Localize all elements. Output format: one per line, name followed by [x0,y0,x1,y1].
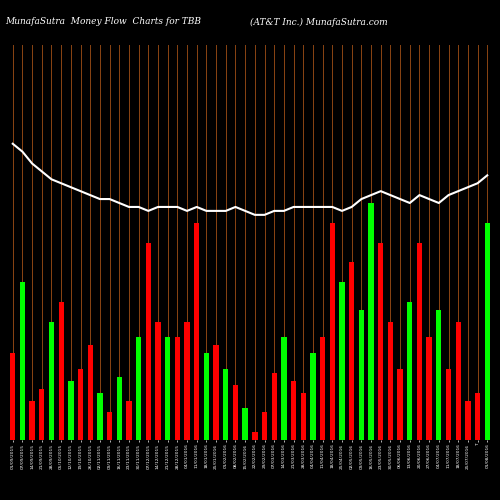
Bar [475,392,480,440]
Bar [184,322,190,440]
Bar [291,381,296,440]
Bar [165,338,170,440]
Bar [78,369,83,440]
Bar [156,322,160,440]
Bar [214,345,219,440]
Bar [426,338,432,440]
Bar [242,408,248,440]
Bar [358,310,364,440]
Bar [68,381,73,440]
Bar [233,384,238,440]
Bar [378,242,384,440]
Bar [223,369,228,440]
Bar [88,345,93,440]
Bar [388,322,393,440]
Bar [10,353,16,440]
Bar [320,338,326,440]
Bar [446,369,451,440]
Bar [300,392,306,440]
Bar [58,302,64,440]
Bar [368,203,374,440]
Bar [465,400,470,440]
Bar [136,338,141,440]
Bar [456,322,461,440]
Bar [281,338,286,440]
Bar [30,400,35,440]
Bar [272,373,277,440]
Bar [262,412,267,440]
Bar [174,338,180,440]
Bar [252,432,258,440]
Bar [417,242,422,440]
Bar [349,262,354,440]
Bar [194,223,200,440]
Bar [20,282,25,440]
Bar [97,392,102,440]
Bar [107,412,112,440]
Bar [49,322,54,440]
Bar [204,353,209,440]
Text: (AT&T Inc.) MunafaSutra.com: (AT&T Inc.) MunafaSutra.com [250,18,388,26]
Bar [126,400,132,440]
Bar [310,353,316,440]
Bar [39,388,44,440]
Bar [116,377,122,440]
Bar [340,282,344,440]
Bar [436,310,442,440]
Bar [146,242,151,440]
Bar [398,369,403,440]
Text: MunafaSutra  Money Flow  Charts for TBB: MunafaSutra Money Flow Charts for TBB [5,18,201,26]
Bar [484,223,490,440]
Bar [330,223,335,440]
Bar [407,302,412,440]
